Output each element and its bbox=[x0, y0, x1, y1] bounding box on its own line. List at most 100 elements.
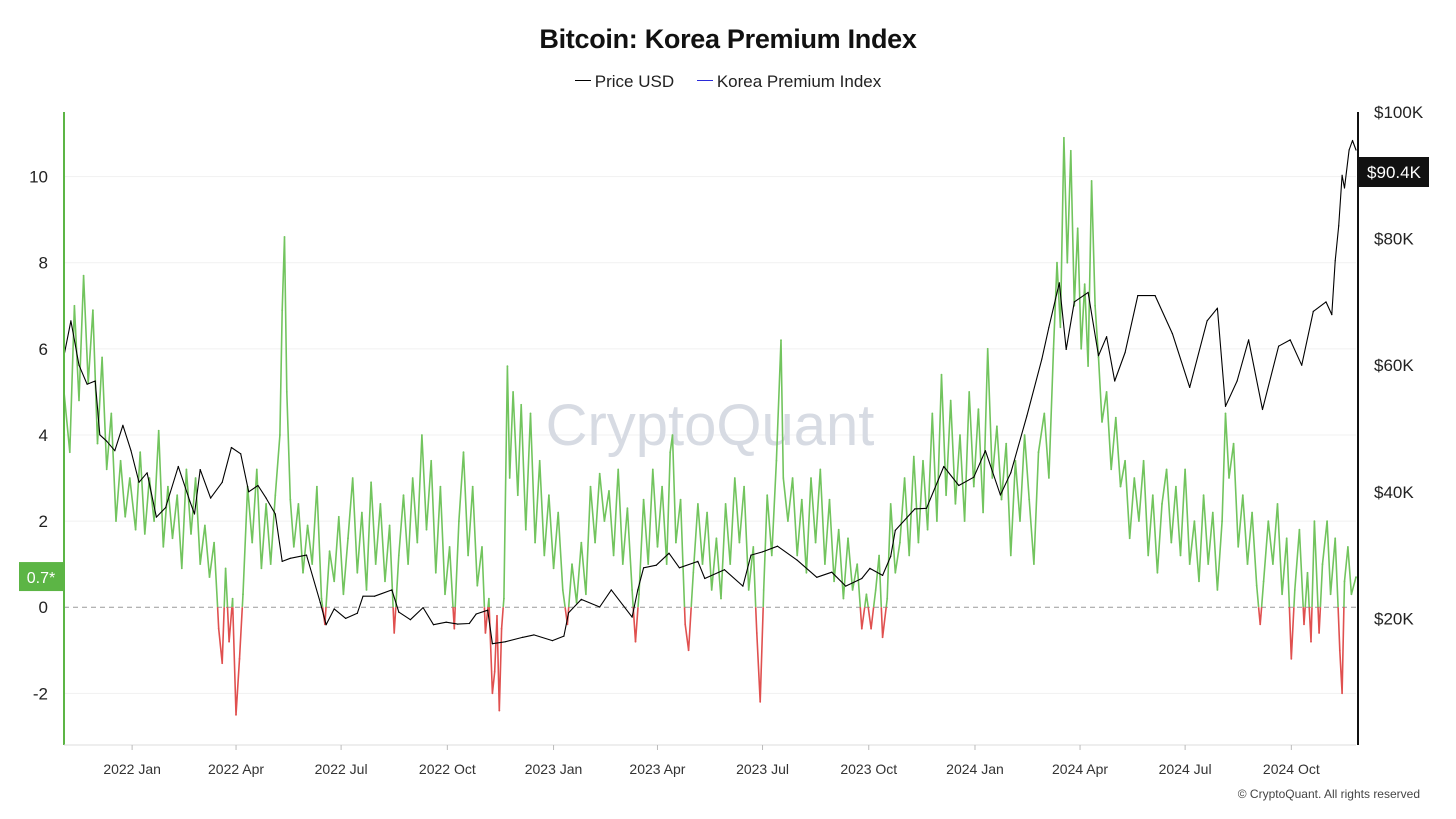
price-point bbox=[1343, 187, 1346, 189]
price-point bbox=[1137, 295, 1139, 297]
premium-point bbox=[1290, 658, 1293, 660]
left-tick-label: 4 bbox=[39, 426, 48, 445]
premium-point bbox=[1080, 347, 1083, 350]
premium-point bbox=[242, 593, 244, 596]
premium-point bbox=[1179, 554, 1182, 557]
premium-point bbox=[1151, 494, 1154, 497]
price-point bbox=[305, 554, 308, 556]
premium-point bbox=[968, 391, 971, 393]
price-point bbox=[432, 624, 435, 626]
x-tick-label: 2023 Apr bbox=[629, 761, 685, 777]
price-point bbox=[445, 621, 447, 623]
premium-point bbox=[642, 498, 645, 501]
premium-point bbox=[251, 541, 254, 544]
price-point bbox=[1351, 139, 1354, 142]
legend-premium-label: Korea Premium Index bbox=[716, 72, 882, 91]
premium-point bbox=[529, 412, 532, 415]
premium-point bbox=[503, 597, 505, 600]
price-point bbox=[984, 450, 987, 452]
price-point bbox=[568, 612, 570, 614]
premium-point bbox=[1224, 412, 1227, 415]
price-point bbox=[122, 424, 124, 426]
price-point bbox=[861, 577, 863, 580]
premium-point bbox=[543, 554, 546, 557]
legend-item-price[interactable]: Price USD bbox=[574, 72, 674, 92]
premium-point bbox=[73, 304, 76, 307]
premium-point bbox=[119, 459, 122, 462]
premium-point bbox=[833, 580, 835, 583]
premium-point bbox=[379, 503, 382, 505]
price-point bbox=[491, 643, 493, 645]
premium-point bbox=[1347, 546, 1349, 548]
legend-item-premium[interactable]: Korea Premium Index bbox=[696, 72, 882, 92]
premium-point bbox=[115, 520, 117, 522]
chart-title: Bitcoin: Korea Premium Index bbox=[539, 24, 917, 54]
price-point bbox=[845, 585, 847, 587]
x-tick-label: 2024 Apr bbox=[1052, 761, 1108, 777]
premium-point bbox=[1259, 623, 1262, 626]
premium-point bbox=[810, 477, 812, 479]
premium-point bbox=[870, 627, 872, 630]
premium-point bbox=[1188, 563, 1191, 565]
premium-point bbox=[617, 468, 620, 471]
price-point bbox=[999, 494, 1002, 496]
premium-point bbox=[185, 468, 188, 471]
price-point bbox=[1236, 380, 1238, 382]
price-point bbox=[882, 574, 884, 577]
x-axis-ticks: 2022 Jan 2022 Apr 2022 Jul 2022 Oct 2023 Jan… bbox=[103, 745, 1320, 777]
premium-point bbox=[1350, 593, 1353, 596]
premium-point bbox=[940, 373, 943, 376]
premium-point bbox=[1076, 227, 1079, 230]
price-point bbox=[631, 616, 633, 618]
premium-point bbox=[612, 554, 615, 557]
premium-point bbox=[684, 623, 687, 626]
right-tick-label: $60K bbox=[1374, 356, 1414, 375]
premium-point bbox=[759, 701, 762, 703]
left-tick-label: 10 bbox=[29, 168, 48, 187]
premium-point bbox=[1298, 528, 1301, 531]
premium-point bbox=[621, 563, 624, 565]
price-point bbox=[776, 545, 779, 547]
premium-point bbox=[337, 515, 340, 518]
left-tick-label: 6 bbox=[39, 340, 48, 359]
price-point bbox=[325, 624, 327, 626]
price-point bbox=[1224, 405, 1227, 407]
premium-point bbox=[397, 554, 400, 557]
price-point bbox=[199, 469, 201, 471]
premium-point bbox=[959, 434, 961, 436]
premium-point bbox=[824, 563, 826, 565]
premium-point bbox=[1321, 563, 1324, 565]
premium-point bbox=[1028, 498, 1031, 501]
premium-point bbox=[945, 494, 947, 497]
premium-point bbox=[476, 584, 479, 587]
price-point bbox=[391, 589, 393, 591]
price-point bbox=[210, 497, 212, 499]
premium-point bbox=[508, 477, 511, 479]
premium-point bbox=[1341, 692, 1343, 695]
premium-point bbox=[949, 399, 952, 402]
price-point bbox=[599, 606, 601, 608]
premium-point bbox=[224, 567, 227, 570]
price-point bbox=[221, 481, 223, 483]
premium-point bbox=[374, 563, 377, 565]
premium-point bbox=[411, 477, 414, 479]
premium-point bbox=[157, 429, 160, 432]
premium-point bbox=[679, 498, 682, 501]
premium-point bbox=[828, 498, 831, 501]
premium-point bbox=[1033, 563, 1035, 565]
price-point bbox=[1058, 282, 1060, 284]
premium-point bbox=[347, 537, 349, 540]
premium-point bbox=[361, 511, 363, 514]
premium-point bbox=[917, 541, 920, 544]
premium-point bbox=[936, 520, 938, 522]
premium-point bbox=[1285, 537, 1288, 540]
price-point bbox=[1106, 336, 1108, 338]
premium-point bbox=[425, 528, 428, 531]
current-price-label: $90.4K bbox=[1367, 163, 1422, 182]
premium-point bbox=[538, 459, 541, 462]
premium-point bbox=[1193, 520, 1196, 522]
price-point bbox=[723, 569, 726, 571]
price-point bbox=[1341, 174, 1343, 176]
premium-point bbox=[1133, 477, 1136, 479]
x-tick-label: 2024 Jul bbox=[1159, 761, 1212, 777]
